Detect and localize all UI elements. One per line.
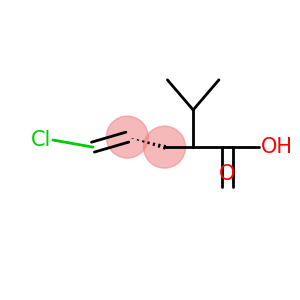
- Text: O: O: [219, 164, 236, 184]
- Text: OH: OH: [260, 137, 292, 157]
- Text: Cl: Cl: [31, 130, 51, 150]
- Circle shape: [143, 126, 185, 168]
- Circle shape: [106, 116, 148, 158]
